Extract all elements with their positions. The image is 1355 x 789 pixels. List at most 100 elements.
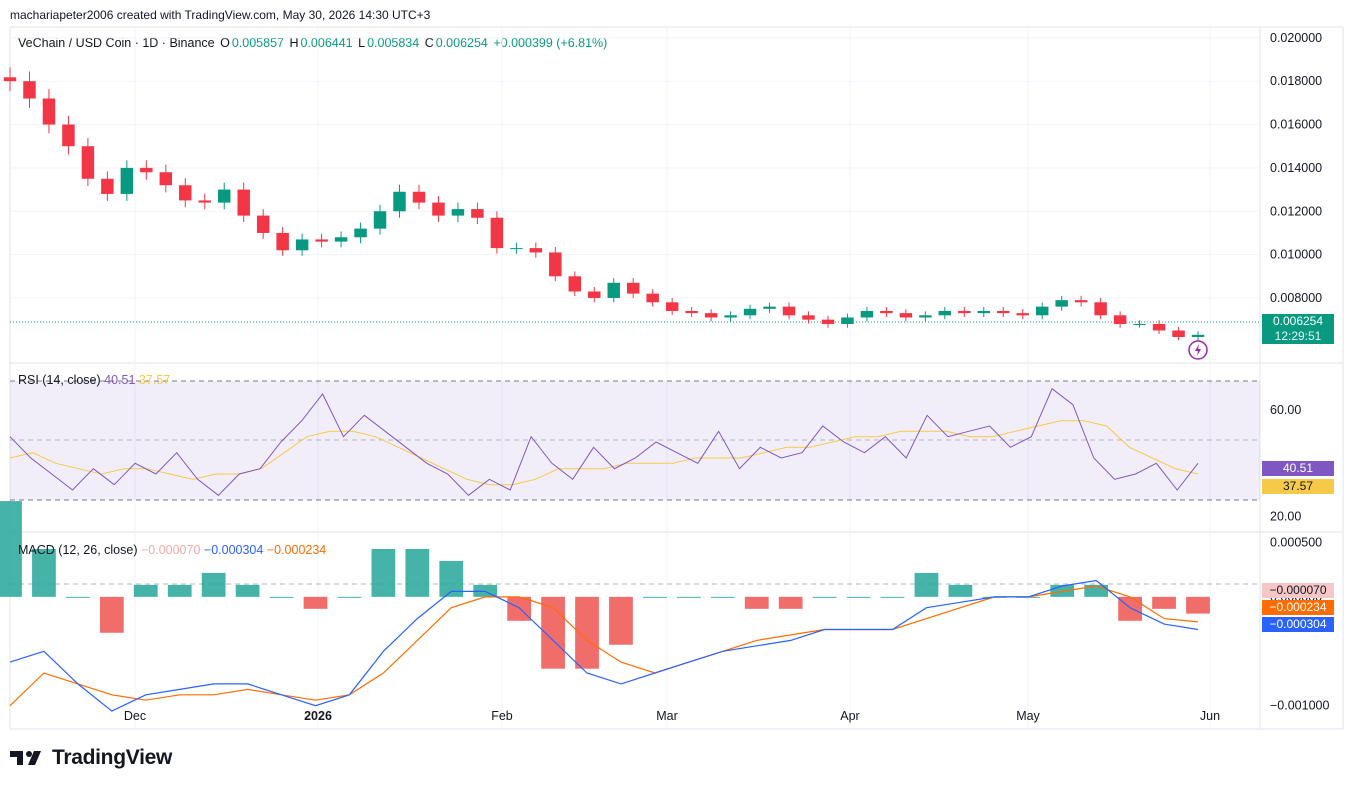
macd-histogram-bar[interactable] [201, 572, 226, 597]
macd-histogram-bar[interactable] [235, 584, 260, 597]
macd-histogram-bar[interactable] [405, 548, 430, 597]
macd-histogram-bar[interactable] [439, 560, 464, 597]
candle[interactable] [919, 315, 932, 318]
candle[interactable] [1055, 300, 1068, 307]
candle[interactable] [1035, 306, 1049, 316]
candle[interactable] [685, 310, 698, 314]
macd-histogram-bar[interactable] [812, 596, 837, 598]
candle[interactable] [490, 217, 504, 249]
candle[interactable] [101, 178, 114, 194]
candle[interactable] [451, 209, 465, 216]
candle[interactable] [646, 293, 659, 303]
candle[interactable] [549, 252, 562, 277]
candle[interactable] [120, 167, 134, 194]
candle[interactable] [237, 189, 250, 216]
candle[interactable] [997, 310, 1010, 314]
candle[interactable] [568, 276, 582, 292]
candle[interactable] [140, 167, 153, 173]
candle[interactable] [334, 237, 348, 242]
macd-histogram-bar[interactable] [609, 596, 633, 645]
macd-histogram-bar[interactable] [337, 596, 362, 598]
macd-histogram-bar[interactable] [541, 596, 565, 669]
candle[interactable] [977, 310, 991, 314]
candle[interactable] [373, 211, 387, 229]
candle[interactable] [763, 306, 776, 309]
candle[interactable] [938, 310, 952, 316]
candle[interactable] [42, 98, 56, 125]
macd-histogram-bar[interactable] [32, 548, 56, 597]
brand[interactable]: TradingView [10, 746, 172, 770]
candle[interactable] [295, 239, 309, 251]
macd-histogram[interactable] [0, 501, 1210, 669]
symbol-legend[interactable]: VeChain / USD Coin · 1D · Binance O 0.005… [18, 36, 609, 50]
macd-histogram-bar[interactable] [676, 596, 701, 598]
candle[interactable] [256, 215, 270, 233]
macd-histogram-bar[interactable] [507, 596, 532, 621]
candle[interactable] [179, 185, 192, 201]
candle[interactable] [802, 315, 815, 320]
macd-histogram-bar[interactable] [99, 596, 124, 633]
rsi-ma-line[interactable] [9, 420, 1199, 486]
candle[interactable] [588, 291, 601, 298]
macd-histogram-bar[interactable] [710, 596, 735, 598]
candle[interactable] [704, 313, 718, 318]
macd-histogram-bar[interactable] [371, 548, 396, 597]
alert-bolt-icon[interactable] [1188, 340, 1208, 360]
candle[interactable] [3, 77, 17, 82]
candle[interactable] [412, 191, 426, 203]
macd-histogram-bar[interactable] [269, 596, 294, 598]
macd-histogram-bar[interactable] [133, 584, 158, 597]
macd-histogram-bar[interactable] [1152, 596, 1176, 609]
candle[interactable] [743, 308, 757, 316]
candle[interactable] [23, 81, 36, 99]
candle[interactable] [217, 189, 231, 203]
candle[interactable] [860, 310, 874, 318]
candle[interactable] [626, 282, 640, 294]
macd-histogram-bar[interactable] [1186, 596, 1210, 614]
rsi-legend[interactable]: RSI (14, close) 40.51 37.57 [18, 373, 170, 387]
candle[interactable] [1113, 315, 1127, 324]
candle[interactable] [1152, 323, 1166, 331]
macd-histogram-bar[interactable] [846, 596, 871, 598]
macd-histogram-bar[interactable] [66, 596, 90, 598]
rsi-line[interactable] [9, 387, 1199, 496]
candle[interactable] [1133, 323, 1146, 325]
candle[interactable] [276, 232, 289, 251]
candle[interactable] [665, 302, 679, 311]
candle[interactable] [62, 124, 75, 147]
candle[interactable] [432, 202, 445, 216]
candle[interactable] [1016, 313, 1029, 316]
candle[interactable] [899, 313, 913, 318]
candle[interactable] [529, 248, 543, 253]
candle[interactable] [159, 172, 173, 186]
macd-histogram-bar[interactable] [1084, 584, 1109, 597]
candle[interactable] [81, 146, 95, 179]
macd-histogram-bar[interactable] [778, 596, 803, 609]
candle[interactable] [841, 317, 854, 324]
candle[interactable] [315, 239, 328, 242]
macd-line[interactable] [9, 579, 1199, 712]
candle[interactable] [393, 191, 406, 212]
candle[interactable] [958, 310, 971, 314]
macd-histogram-bar[interactable] [643, 596, 667, 598]
macd-histogram-bar[interactable] [167, 584, 192, 597]
candle[interactable] [1074, 300, 1088, 303]
candle[interactable] [724, 315, 737, 318]
candle[interactable] [607, 282, 620, 298]
macd-histogram-bar[interactable] [303, 596, 328, 609]
macd-histogram-bar[interactable] [914, 572, 939, 597]
macd-histogram-bar[interactable] [948, 584, 973, 597]
macd-legend[interactable]: MACD (12, 26, close) −0.000070 −0.000304… [18, 543, 326, 557]
symbol-title[interactable]: VeChain / USD Coin · 1D · Binance [18, 36, 215, 50]
candle[interactable] [198, 200, 211, 203]
candle[interactable] [354, 228, 367, 238]
macd-histogram-bar[interactable] [880, 596, 905, 598]
candles[interactable] [3, 67, 1205, 341]
candle[interactable] [782, 306, 796, 316]
candle[interactable] [471, 209, 484, 218]
macd-histogram-bar[interactable] [0, 501, 22, 597]
candle[interactable] [821, 319, 835, 324]
macd-histogram-bar[interactable] [744, 596, 769, 609]
candle[interactable] [1191, 334, 1205, 337]
candle[interactable] [1172, 330, 1185, 337]
